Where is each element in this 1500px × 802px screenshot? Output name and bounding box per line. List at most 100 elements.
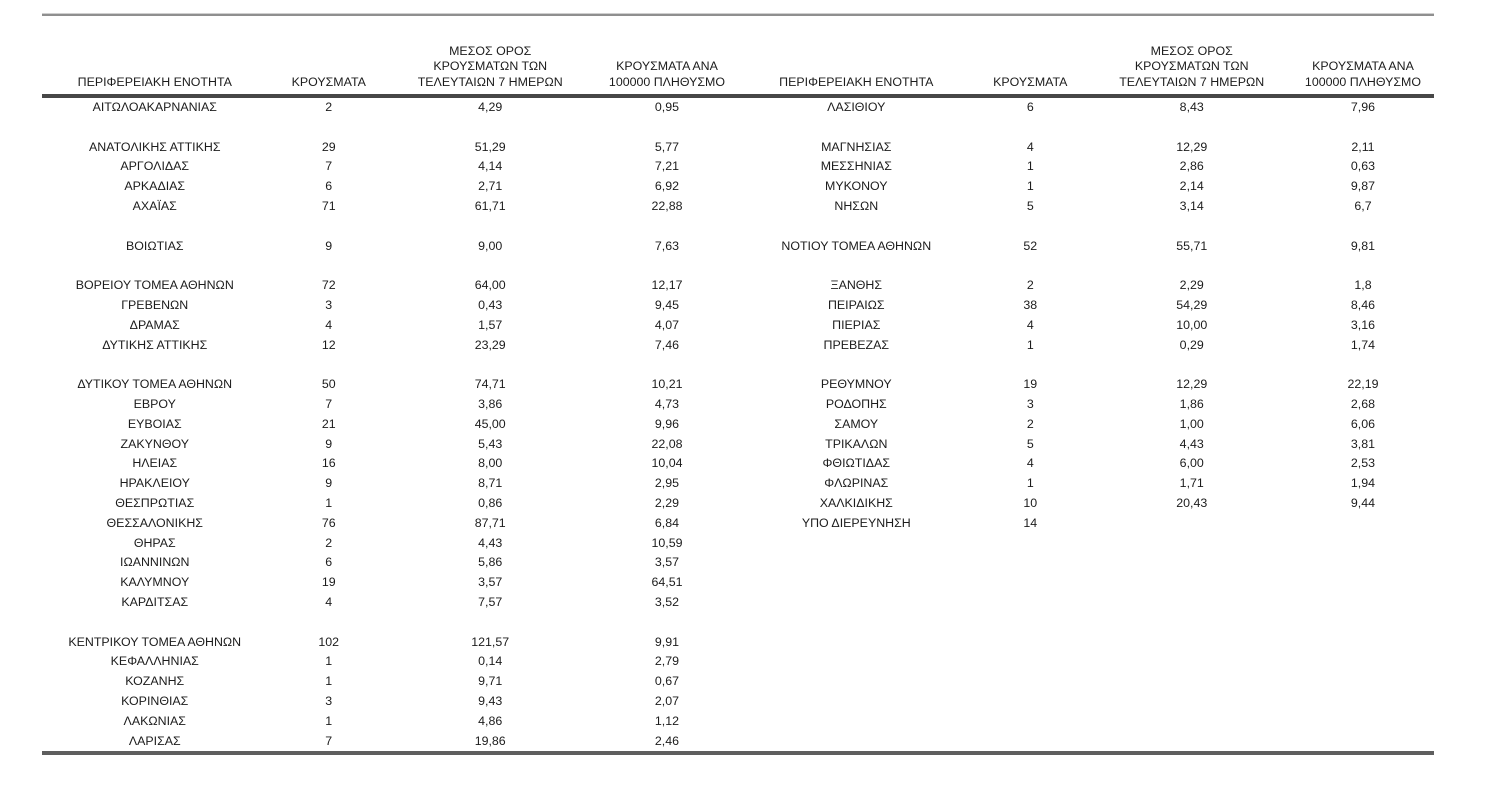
cell-cases-right: 4 [1026, 139, 1034, 154]
cell-avg7-left: 3,57 [478, 575, 503, 590]
cell-per100k-right [1292, 534, 1434, 554]
cell-cases-right [969, 355, 1091, 375]
header-label-line: ΚΡΟΥΣΜΑΤΩΝ ΤΩΝ [433, 59, 548, 73]
table-row: ΑΝΑΤΟΛΙΚΗΣ ΑΤΤΙΚΗΣ 29 51,29 5,77 ΜΑΓΝΗΣΙΑΣ 4 1… [42, 138, 1434, 158]
col-header-per100k-right: ΚΡΟΥΣΜΑΤΑ ΑΝΑ 100000 ΠΛΗΘΥΣΜΟ [1291, 16, 1434, 98]
cell-cases-right: 2 [1026, 278, 1034, 293]
header-label-line: ΚΡΟΥΣΜΑΤΑ ΑΝΑ [616, 59, 718, 73]
cell-per100k-right: 3,16 [1350, 317, 1376, 332]
col-header-region-left: ΠΕΡΙΦΕΡΕΙΑΚΗ ΕΝΟΤΗΤΑ [42, 16, 268, 98]
table-row: ΑΙΤΩΛΟΑΚΑΡΝΑΝΙΑΣ 2 4,29 0,95 ΛΑΣΙΘΙΟΥ 6 8,43 7,… [42, 96, 1434, 118]
cell-cases-left [268, 118, 390, 138]
cell-region-left: ΚΟΖΑΝΗΣ [125, 674, 185, 689]
cell-avg7-right: 1,71 [1179, 476, 1204, 491]
cell-cases-right [969, 553, 1091, 573]
cell-cases-right [969, 534, 1091, 554]
table-row: ΖΑΚΥΝΘΟΥ 9 5,43 22,08 ΤΡΙΚΑΛΩΝ 5 4,43 3,81 [42, 435, 1434, 455]
cell-avg7-right: 3,14 [1179, 198, 1204, 213]
cell-region-left: ΕΒΡΟΥ [133, 396, 176, 411]
cell-avg7-left [390, 256, 590, 276]
cell-avg7-right [1092, 573, 1292, 593]
cell-per100k-right [1292, 355, 1434, 375]
table-row: ΚΑΛΥΜΝΟΥ 19 3,57 64,51 [42, 573, 1434, 593]
cell-per100k-right [1292, 613, 1434, 633]
cell-region-right [744, 217, 970, 237]
header-label: ΚΡΟΥΣΜΑΤΑ [291, 74, 366, 89]
cell-cases-left: 2 [325, 100, 333, 114]
cell-region-right [744, 633, 970, 653]
cell-avg7-left: 4,29 [478, 100, 503, 114]
cell-region-right: ΠΡΕΒΕΖΑΣ [823, 337, 890, 352]
cell-cases-right: 1 [1026, 476, 1034, 491]
cell-per100k-right [1292, 593, 1434, 613]
header-label: ΠΕΡΙΦΕΡΕΙΑΚΗ ΕΝΟΤΗΤΑ [77, 74, 232, 89]
table-row [42, 355, 1434, 375]
table-row: ΔΡΑΜΑΣ 4 1,57 4,07 ΠΙΕΡΙΑΣ 4 10,00 3,16 [42, 316, 1434, 336]
cell-cases-right [969, 672, 1091, 692]
cell-per100k-right: 9,44 [1350, 495, 1376, 510]
cell-region-right [744, 553, 970, 573]
cell-region-right [744, 692, 970, 712]
cell-region-right [744, 712, 970, 732]
cell-cases-right [969, 256, 1091, 276]
cell-cases-left [268, 613, 390, 633]
cell-per100k-left: 2,95 [654, 476, 680, 491]
cell-cases-right: 6 [1026, 100, 1034, 114]
cell-avg7-right: 2,86 [1179, 159, 1204, 174]
cell-avg7-left: 4,43 [478, 535, 503, 550]
table-row: ΘΗΡΑΣ 2 4,43 10,59 [42, 534, 1434, 554]
cell-avg7-left [390, 355, 590, 375]
cell-per100k-right: 8,46 [1350, 297, 1376, 312]
col-header-avg7-left: ΜΕΣΟΣ ΟΡΟΣ ΚΡΟΥΣΜΑΤΩΝ ΤΩΝ ΤΕΛΕΥΤΑΙΩΝ 7 Η… [389, 16, 591, 98]
cell-cases-left: 76 [321, 515, 336, 530]
cell-per100k-left: 4,07 [654, 317, 680, 332]
cell-region-left: ΔΡΑΜΑΣ [129, 317, 180, 332]
cell-cases-right: 1 [1026, 179, 1034, 194]
table-row: ΒΟΡΕΙΟΥ ΤΟΜΕΑ ΑΘΗΝΩΝ 72 64,00 12,17 ΞΑΝΘΗΣ 2 2… [42, 276, 1434, 296]
cell-avg7-left: 4,86 [478, 713, 503, 728]
cell-region-left: ΔΥΤΙΚΟΥ ΤΟΜΕΑ ΑΘΗΝΩΝ [77, 377, 233, 392]
cell-per100k-right [1292, 732, 1434, 752]
cell-region-right [744, 118, 970, 138]
cell-cases-right: 5 [1026, 198, 1034, 213]
cell-per100k-left: 64,51 [651, 575, 683, 590]
cell-per100k-left: 10,04 [651, 456, 683, 471]
cell-cases-left: 3 [325, 297, 333, 312]
cell-per100k-right [1292, 672, 1434, 692]
cell-per100k-right [1292, 217, 1434, 237]
cell-per100k-right: 3,81 [1350, 436, 1376, 451]
cell-per100k-right [1292, 553, 1434, 573]
cell-cases-left: 21 [321, 416, 336, 431]
table-row: ΚΟΖΑΝΗΣ 1 9,71 0,67 [42, 672, 1434, 692]
cell-cases-right [969, 593, 1091, 613]
cell-per100k-left: 2,07 [654, 693, 680, 708]
table-row: ΘΕΣΣΑΛΟΝΙΚΗΣ 76 87,71 6,84 ΥΠΟ ΔΙΕΡΕΥΝΗΣΗ 14 [42, 514, 1434, 534]
table-row: ΙΩΑΝΝΙΝΩΝ 6 5,86 3,57 [42, 553, 1434, 573]
cell-avg7-right: 12,29 [1176, 139, 1208, 154]
cell-avg7-left [390, 118, 590, 138]
cell-avg7-left [390, 613, 590, 633]
cell-per100k-right [1292, 573, 1434, 593]
cell-cases-left: 2 [325, 535, 333, 550]
cell-avg7-left: 9,00 [478, 238, 503, 253]
cell-per100k-left [590, 217, 743, 237]
cell-avg7-left: 7,57 [478, 594, 503, 609]
table-row: ΗΛΕΙΑΣ 16 8,00 10,04 ΦΘΙΩΤΙΔΑΣ 4 6,00 2,53 [42, 454, 1434, 474]
cell-per100k-right [1292, 514, 1434, 534]
cell-cases-right [969, 652, 1091, 672]
table-row [42, 256, 1434, 276]
cell-avg7-right [1092, 514, 1292, 534]
cell-avg7-left: 87,71 [474, 515, 506, 530]
cell-cases-right: 1 [1026, 159, 1034, 174]
cell-cases-left: 1 [325, 654, 333, 669]
cell-avg7-left: 0,43 [478, 297, 503, 312]
cell-region-left [42, 217, 268, 237]
cell-region-right: ΜΥΚΟΝΟΥ [825, 179, 888, 194]
header-label-line: ΜΕΣΟΣ ΟΡΟΣ [1150, 43, 1233, 58]
cell-cases-left: 6 [325, 179, 333, 194]
cell-cases-right [969, 712, 1091, 732]
cell-region-left: ΚΟΡΙΝΘΙΑΣ [121, 693, 189, 708]
cell-region-right: ΞΑΝΘΗΣ [830, 278, 883, 293]
cell-region-right: ΦΛΩΡΙΝΑΣ [824, 476, 889, 491]
cell-avg7-right [1092, 672, 1292, 692]
